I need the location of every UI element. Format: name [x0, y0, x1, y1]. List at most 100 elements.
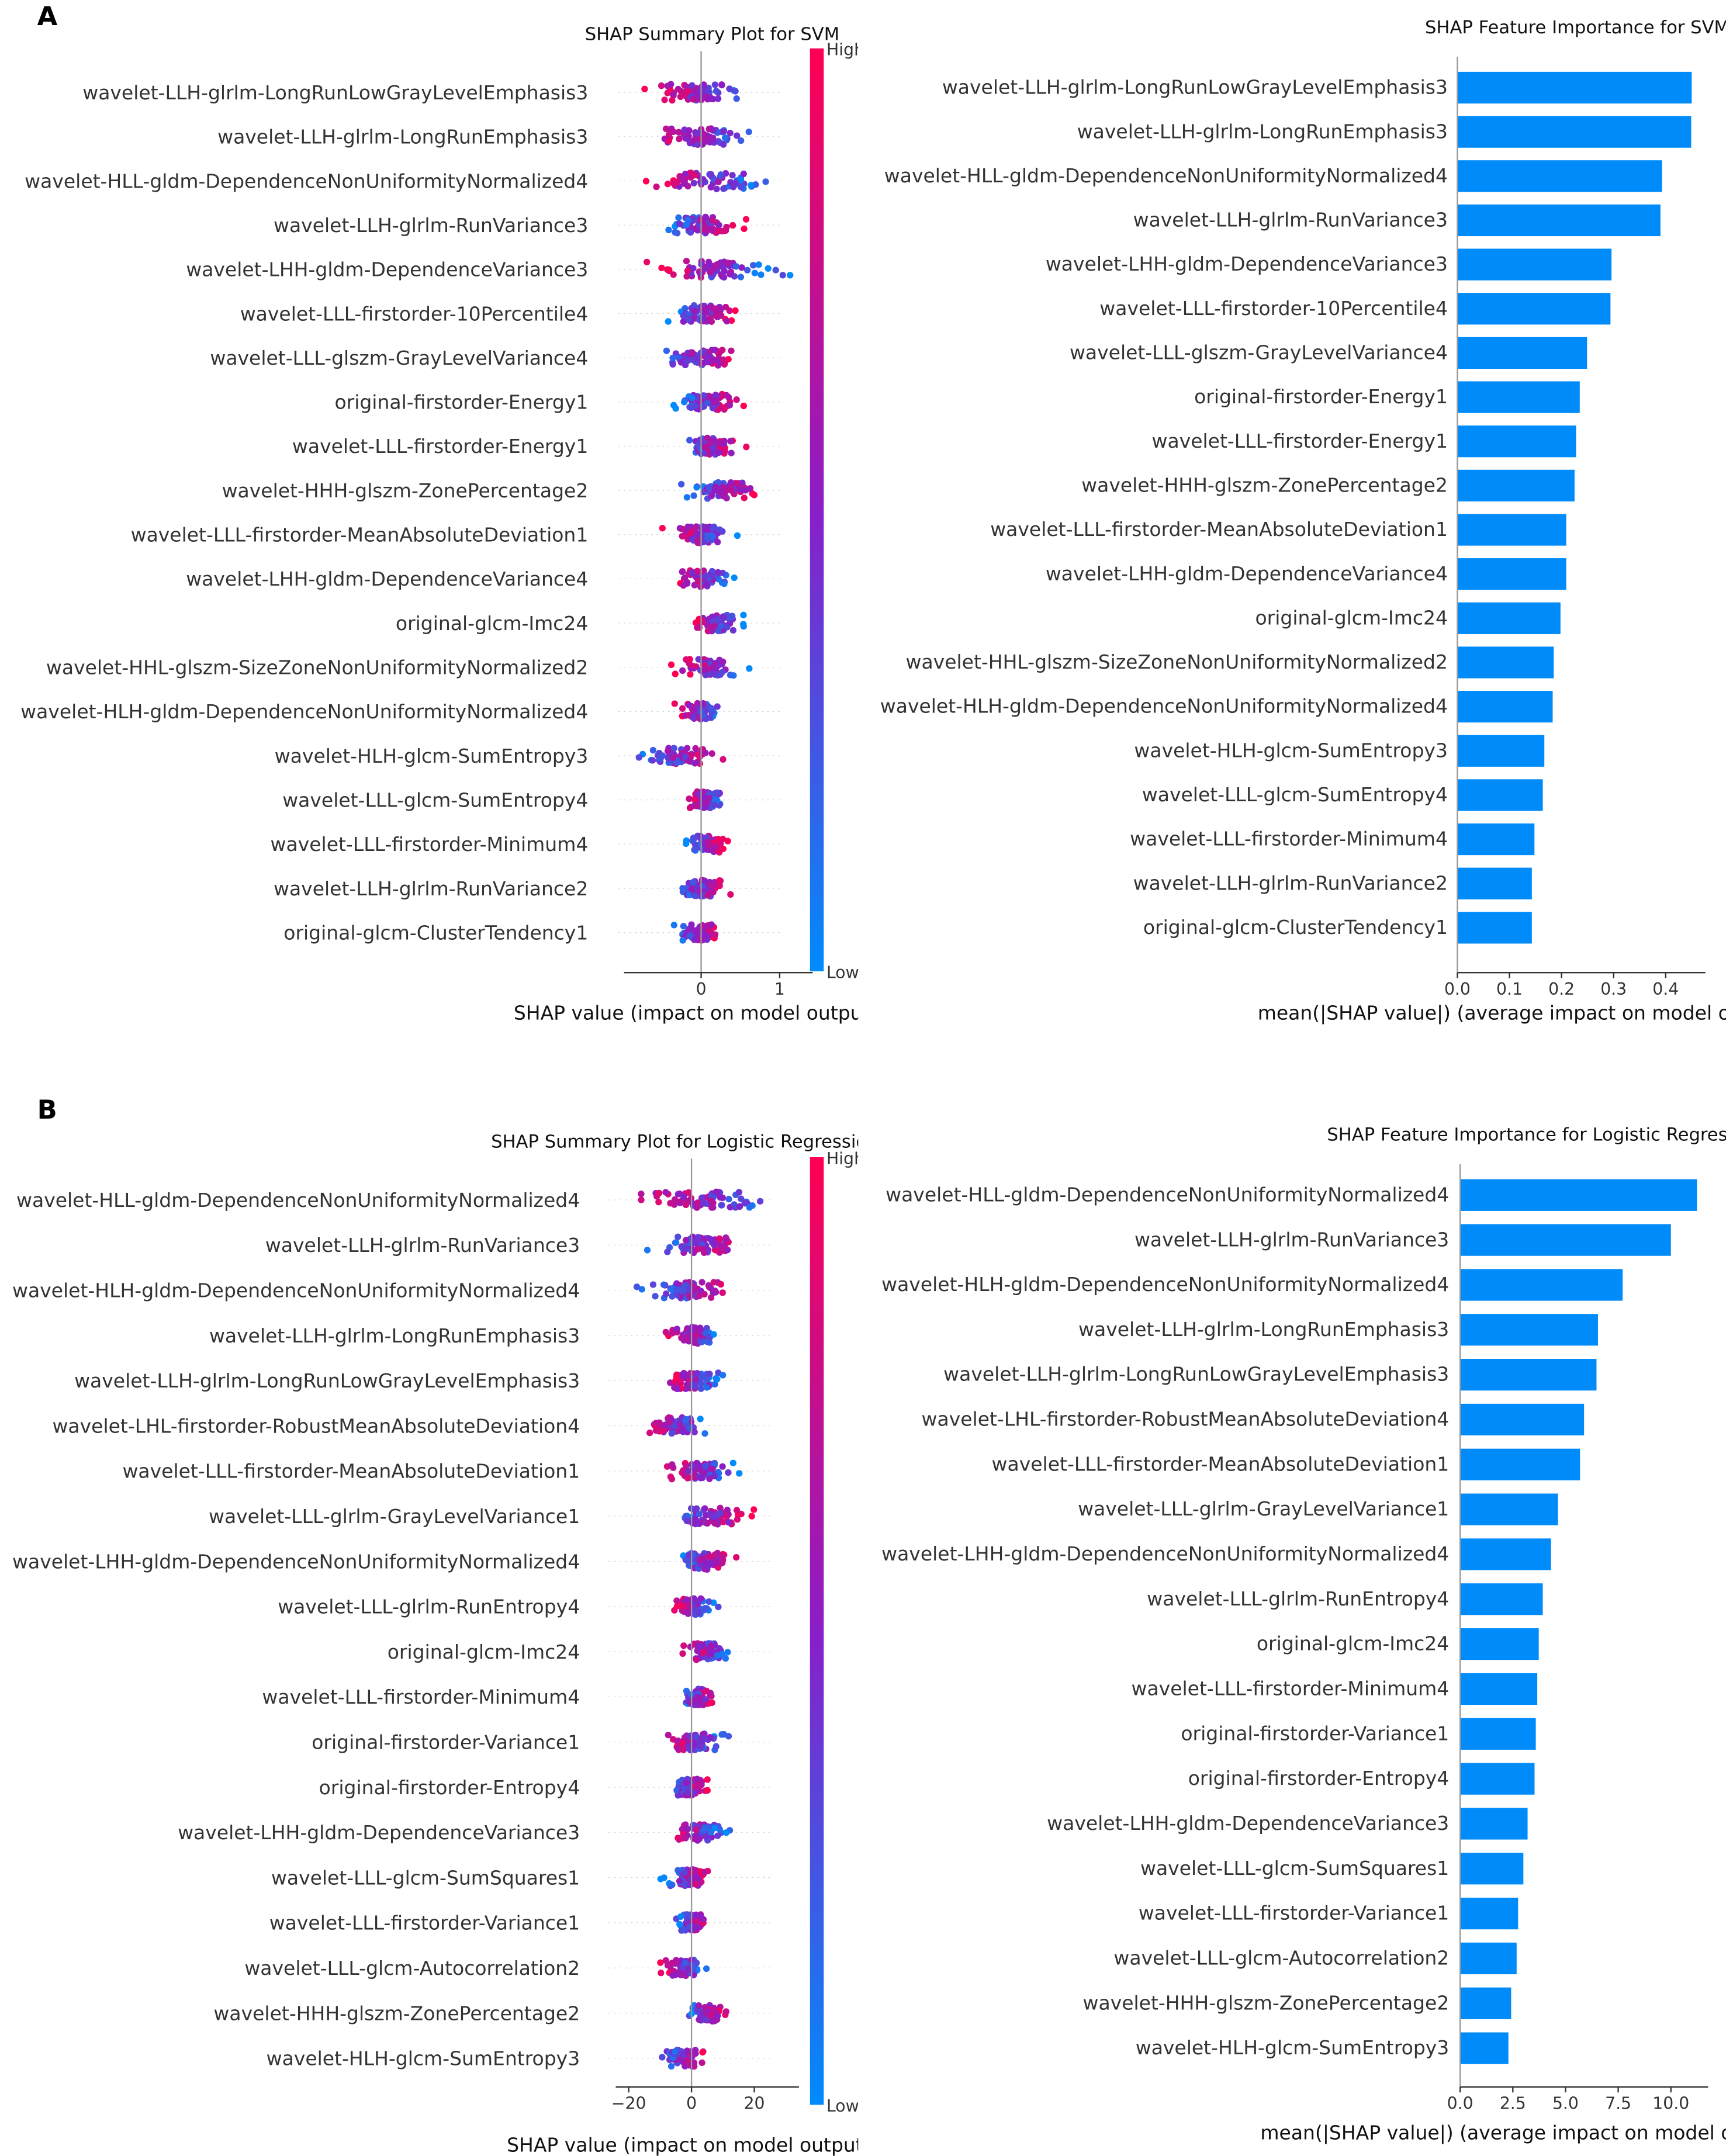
bar	[1457, 691, 1553, 723]
shap-point	[672, 1959, 679, 1967]
shap-point	[725, 1733, 732, 1740]
shap-point	[709, 1465, 716, 1473]
shap-point	[694, 1701, 701, 1708]
shap-point	[658, 1970, 665, 1977]
shap-point	[728, 449, 735, 456]
bar	[1457, 602, 1561, 634]
feature-label: wavelet-LLH-glrlm-RunVariance3	[265, 1234, 580, 1257]
shap-point	[665, 1961, 673, 1968]
shap-point	[702, 672, 709, 679]
shap-point	[714, 2012, 721, 2019]
feature-label: wavelet-LLL-firstorder-MeanAbsoluteDevia…	[990, 518, 1448, 541]
shap-point	[727, 129, 734, 137]
x-tick-label: 0.1	[1496, 980, 1523, 999]
shap-point	[676, 525, 684, 532]
shap-point	[680, 1369, 687, 1377]
feature-label: wavelet-LLL-glcm-Autocorrelation2	[244, 1957, 580, 1979]
shap-point	[734, 1516, 741, 1523]
shap-point	[693, 1695, 700, 1702]
feature-label: original-firstorder-Energy1	[1194, 385, 1448, 408]
shap-point	[662, 125, 670, 133]
shap-point	[714, 1832, 721, 1839]
shap-point	[704, 1787, 711, 1794]
shap-point	[701, 932, 708, 939]
colorbar	[810, 1157, 824, 2105]
shap-point	[697, 1743, 704, 1750]
shap-point	[683, 2047, 691, 2054]
shap-point	[700, 1200, 707, 1207]
feature-label: original-firstorder-Energy1	[334, 391, 588, 414]
shap-point	[693, 1912, 700, 1919]
shap-point	[733, 1553, 740, 1561]
shap-point	[686, 437, 693, 444]
shap-point	[725, 1518, 732, 1526]
feature-label: original-glcm-ClusterTendency1	[1143, 916, 1448, 939]
shap-point	[737, 177, 745, 184]
shap-point	[638, 1286, 645, 1293]
feature-label: wavelet-LLL-firstorder-Variance1	[269, 1912, 580, 1934]
feature-label: wavelet-LLL-glrlm-RunEntropy4	[1147, 1587, 1449, 1610]
shap-point	[691, 1239, 698, 1247]
shap-point	[688, 885, 695, 892]
x-tick-label: −20	[611, 2094, 646, 2113]
shap-point	[685, 133, 692, 140]
shap-point	[691, 1428, 698, 1435]
shap-point	[703, 1965, 710, 1972]
shap-point	[695, 656, 702, 663]
shap-point	[738, 1195, 745, 1202]
feature-label: wavelet-HLH-glcm-SumEntropy3	[1136, 2036, 1450, 2059]
shap-point	[707, 184, 714, 191]
feature-label: wavelet-LLH-glrlm-LongRunEmphasis3	[209, 1324, 580, 1347]
shap-point	[701, 1290, 708, 1298]
x-axis-label: mean(|SHAP value|) (average impact on mo…	[1258, 1001, 1726, 1024]
shap-point	[741, 1200, 748, 1207]
shap-point	[707, 2012, 714, 2019]
feature-label: wavelet-LHL-firstorder-RobustMeanAbsolut…	[52, 1414, 580, 1437]
shap-point	[708, 750, 715, 757]
bar	[1460, 1673, 1538, 1705]
shap-point	[714, 1558, 721, 1566]
feature-label: wavelet-LLL-firstorder-Minimum4	[1130, 828, 1448, 850]
shap-point	[669, 354, 676, 362]
shap-point	[685, 1468, 692, 1475]
panel-label-a: A	[37, 1, 58, 32]
shap-point	[711, 1473, 718, 1480]
shap-point	[707, 268, 714, 276]
bar	[1460, 1403, 1585, 1436]
shap-point	[687, 671, 694, 678]
shap-point	[704, 353, 711, 360]
x-tick-label: 0.3	[1600, 980, 1627, 999]
feature-label: wavelet-HLH-gldm-DependenceNonUniformity…	[12, 1279, 580, 1302]
shap-point	[730, 672, 737, 679]
shap-point	[719, 227, 726, 235]
shap-point	[694, 577, 702, 584]
feature-label: wavelet-HHH-glszm-ZonePercentage2	[1081, 473, 1448, 496]
feature-label: original-firstorder-Variance1	[1181, 1722, 1449, 1745]
x-tick-label: 2.5	[1500, 2094, 1526, 2113]
shap-point	[739, 479, 746, 486]
feature-label: wavelet-HLL-gldm-DependenceNonUniformity…	[16, 1189, 580, 1212]
shap-point	[715, 449, 722, 456]
shap-point	[697, 1556, 704, 1564]
shap-point	[716, 526, 724, 533]
shap-point	[762, 178, 769, 185]
shap-point	[673, 1787, 680, 1794]
shap-point	[693, 1505, 700, 1512]
shap-point	[706, 315, 714, 323]
feature-label: wavelet-HLL-gldm-DependenceNonUniformity…	[884, 164, 1448, 187]
shap-point	[704, 1520, 711, 1527]
shap-point	[713, 789, 721, 797]
shap-point	[705, 839, 712, 846]
feature-label: original-glcm-Imc24	[388, 1641, 580, 1663]
shap-point	[695, 2002, 703, 2009]
shap-point	[694, 759, 701, 766]
shap-point	[714, 538, 721, 546]
shap-point	[685, 316, 692, 323]
shap-point	[691, 892, 698, 899]
shap-point	[686, 1923, 694, 1930]
feature-label: wavelet-HHL-glszm-SizeZoneNonUniformityN…	[905, 650, 1447, 673]
shap-point	[697, 270, 704, 277]
feature-label: wavelet-LLL-glrlm-RunEntropy4	[278, 1596, 580, 1618]
shap-point	[739, 486, 747, 494]
shap-point	[683, 840, 690, 847]
